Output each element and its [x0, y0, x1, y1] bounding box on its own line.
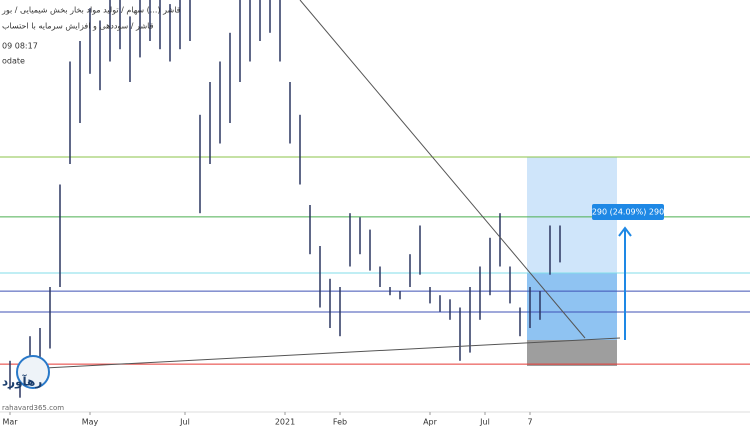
x-tick-label: 2021 — [275, 418, 295, 427]
stop-zone — [527, 340, 617, 366]
x-tick-label: Mar — [2, 418, 18, 427]
watermark: رهآورد — [2, 374, 42, 390]
header-line: قاشر (...) سهام / تولید مواد بخار بخش شی… — [1, 6, 181, 15]
x-tick-label: Jul — [179, 418, 190, 427]
watermark-url: rahavard365.com — [2, 404, 64, 412]
x-tick-label: Jul — [479, 418, 490, 427]
x-tick-label: Apr — [423, 418, 438, 427]
status: odate — [2, 57, 25, 66]
x-tick-label: May — [82, 418, 99, 427]
trendline — [44, 337, 621, 369]
header-line: قاشر / سوددهی و افزایش سرمایه با احتساب — [2, 22, 154, 31]
entry-zone — [527, 273, 617, 340]
logo — [16, 355, 50, 389]
x-tick-label: 7 — [527, 418, 532, 427]
arrow-head — [618, 226, 632, 237]
trendline — [299, 0, 586, 339]
x-tick-label: Feb — [333, 418, 347, 427]
timestamp: 09 08:17 — [2, 42, 38, 51]
position-label: 290 (24.09%) 290 — [592, 208, 664, 217]
position-label-box — [592, 204, 664, 220]
